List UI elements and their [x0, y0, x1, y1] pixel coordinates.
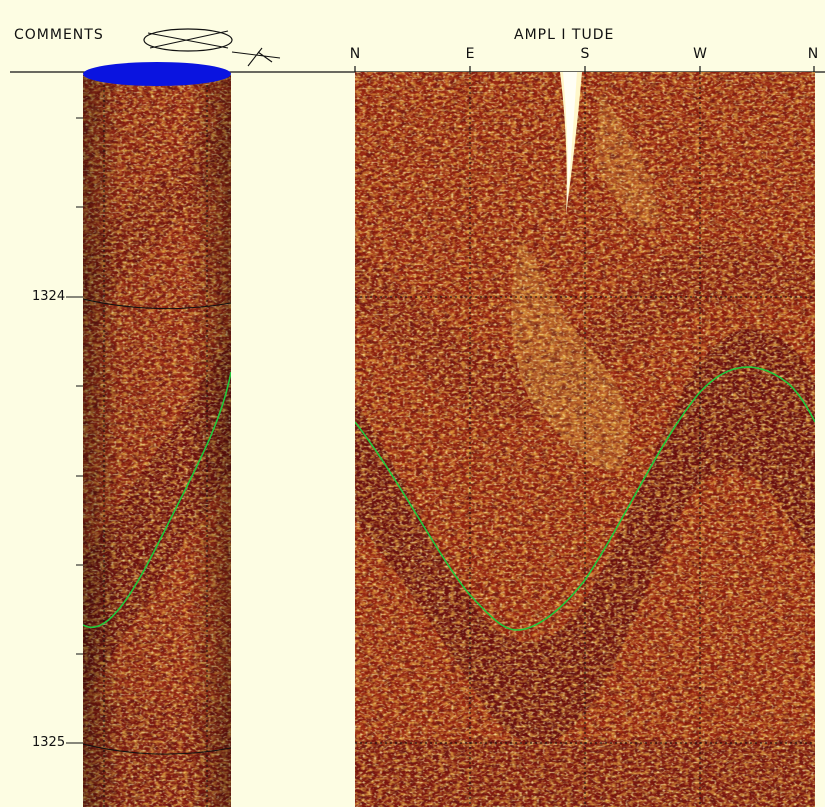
direction-label-e: E — [465, 46, 475, 62]
cylinder-view — [83, 75, 231, 807]
amplitude-image — [355, 72, 815, 807]
direction-label-n-end: N — [807, 46, 819, 62]
depth-label-1325: 1325 — [32, 735, 66, 750]
amplitude-pick-curve — [355, 366, 815, 631]
depth-axis — [66, 117, 83, 744]
cylinder-cap — [83, 62, 231, 86]
direction-ticks — [354, 66, 815, 72]
cylinder-pick-curve — [83, 371, 231, 628]
direction-label-n-start: N — [349, 46, 361, 62]
amplitude-header: AMPL I TUDE — [514, 27, 615, 43]
direction-label-s: S — [580, 46, 590, 62]
comments-header: COMMENTS — [14, 27, 104, 43]
direction-label-w: W — [693, 46, 707, 62]
depth-label-1324: 1324 — [32, 289, 66, 304]
north-arrow-icon — [231, 47, 281, 67]
compass-icon — [143, 28, 233, 52]
